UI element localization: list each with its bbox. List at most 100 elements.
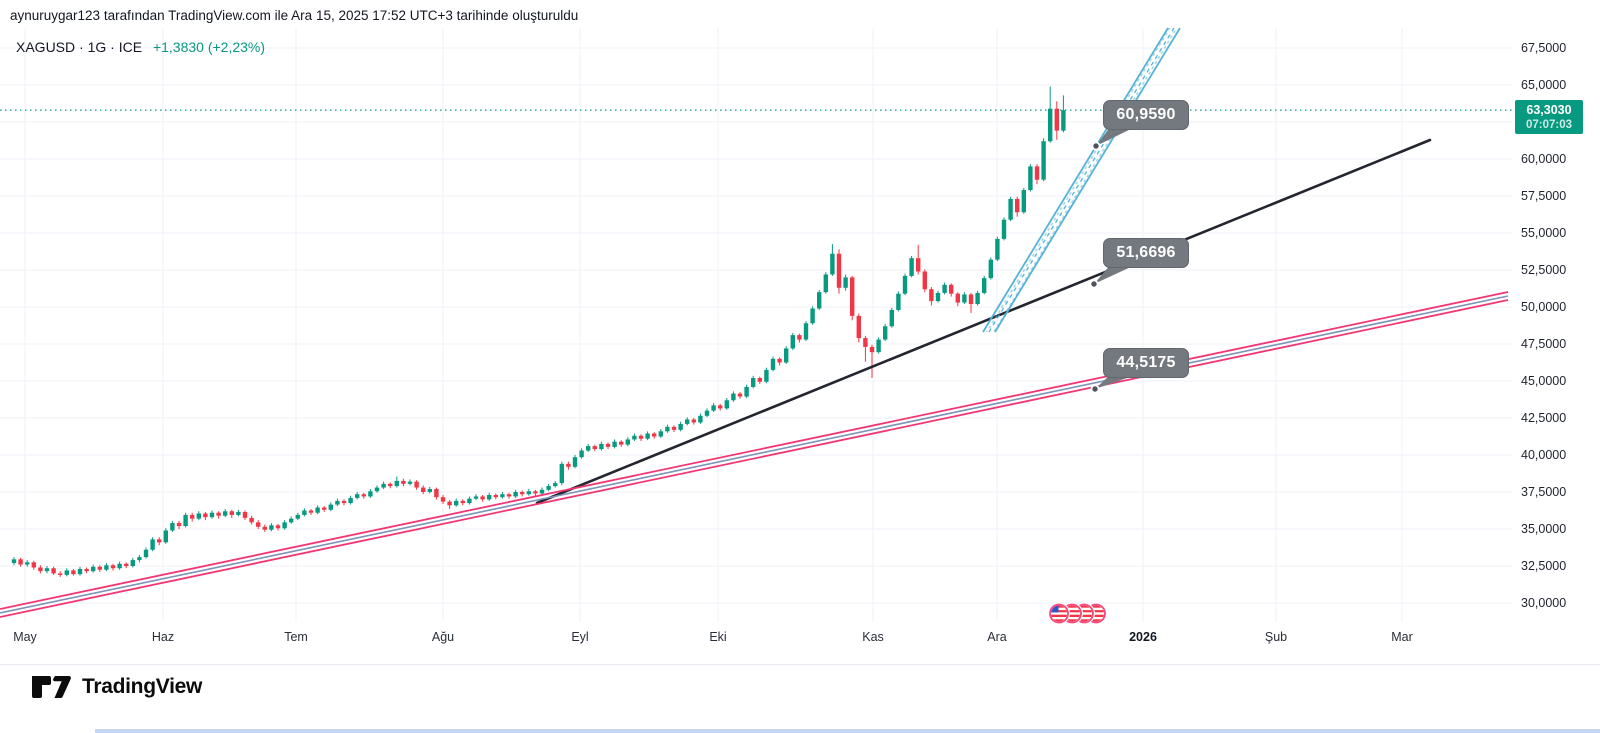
candle-up: [1028, 166, 1033, 191]
ascending-channel-fill[interactable]: [983, 28, 1180, 332]
candle-down: [916, 258, 921, 272]
flag-disc: [1076, 605, 1092, 622]
candle-down: [341, 500, 347, 504]
tradingview-logo-text: TradingView: [82, 675, 203, 698]
pink-parallel-line-lower[interactable]: [0, 299, 1509, 618]
symbol-legend[interactable]: XAGUSD · 1G · ICE +1,3830 (+2,23%): [16, 39, 265, 55]
candle-up: [183, 514, 188, 527]
x-axis-label: Kas: [862, 630, 884, 644]
candle-up: [473, 496, 479, 499]
y-axis-label: 55,0000: [1521, 226, 1567, 240]
ascending-channel-border-right[interactable]: [994, 27, 1181, 333]
candle-down: [124, 563, 129, 566]
candle-up: [25, 562, 30, 565]
y-axis-label: 37,5000: [1521, 485, 1567, 499]
candle-down: [777, 358, 782, 363]
y-axis-label: 52,5000: [1521, 263, 1567, 277]
candle-up: [764, 369, 769, 382]
candle-up: [64, 570, 69, 575]
candle-down: [493, 494, 498, 498]
candle-down: [447, 501, 452, 506]
candle-down: [863, 338, 868, 347]
symbol-title[interactable]: XAGUSD: [16, 39, 76, 55]
candle-down: [1015, 198, 1020, 213]
candle-down: [480, 496, 485, 500]
candle-up: [315, 507, 320, 513]
candle-down: [414, 481, 419, 488]
candle-up: [975, 292, 980, 305]
ascending-channel-border-left[interactable]: [982, 27, 1169, 333]
candle-down: [955, 293, 960, 303]
black-trendline[interactable]: [535, 138, 1432, 505]
candle-up: [817, 292, 822, 309]
candle-up: [196, 513, 201, 519]
candle-up: [539, 489, 545, 494]
candle-down: [922, 271, 927, 290]
candle-down: [110, 565, 116, 569]
callout-anchor-dot[interactable]: [1090, 384, 1100, 394]
y-axis-label: 47,5000: [1521, 337, 1567, 351]
candle-up: [724, 400, 729, 409]
price-callout[interactable]: 60,9590: [1103, 100, 1189, 130]
candle-down: [157, 539, 162, 543]
price-scale[interactable]: 67,5000 65,0000 60,0000 57,5000 55,0000 52,50…: [1512, 28, 1600, 622]
candle-up: [44, 568, 50, 572]
us-flag-calendar-icon[interactable]: [1046, 601, 1108, 626]
pink-parallel-line-middle[interactable]: [0, 295, 1509, 614]
candle-down: [229, 511, 234, 515]
candle-up: [559, 463, 564, 484]
y-axis-label: 50,0000: [1521, 300, 1567, 314]
candle-up: [355, 494, 360, 498]
candle-down: [1054, 108, 1059, 131]
interval-label[interactable]: 1G: [87, 39, 107, 55]
candle-down: [1034, 166, 1040, 180]
candle-up: [942, 284, 947, 293]
candle-up: [658, 431, 663, 437]
candle-down: [949, 284, 954, 294]
candle-up: [704, 410, 710, 416]
candle-up: [143, 549, 149, 558]
candle-up: [209, 512, 215, 518]
candle-up: [289, 518, 294, 523]
x-axis-label: Ara: [987, 630, 1007, 644]
candle-down: [249, 517, 254, 523]
candle-down: [275, 525, 281, 529]
pink-parallel-line-upper[interactable]: [0, 291, 1509, 610]
candle-up: [223, 511, 228, 516]
candle-up: [830, 253, 835, 275]
exchange-label[interactable]: ICE: [118, 39, 143, 55]
candle-down: [836, 253, 842, 288]
legend-separator: ·: [79, 39, 84, 55]
time-scale[interactable]: May Haz Tem Ağu Eyl Eki Kas Ara 2026 Şub Mar: [0, 628, 1512, 650]
candle-down: [97, 566, 102, 570]
candle-up: [77, 568, 83, 575]
callout-anchor-dot[interactable]: [1089, 279, 1099, 289]
candle-down: [592, 446, 597, 450]
candle-down: [968, 294, 974, 305]
candle-up: [381, 483, 386, 488]
candle-up: [770, 358, 776, 370]
candle-up: [843, 277, 848, 288]
candle-down: [242, 511, 248, 518]
candle-up: [104, 565, 109, 570]
callout-anchor-dot[interactable]: [1091, 141, 1101, 151]
attribution-bar: aynuruygar123 tarafından TradingView.com…: [10, 8, 578, 23]
candle-up: [744, 386, 749, 397]
y-axis-label: 45,0000: [1521, 374, 1567, 388]
candle-up: [526, 491, 531, 495]
candle-up: [889, 309, 894, 327]
candle-up: [302, 510, 307, 515]
candle-down: [929, 289, 934, 302]
candle-up: [513, 492, 518, 497]
candle-up: [407, 481, 413, 484]
tradingview-logo[interactable]: TradingView: [30, 673, 202, 701]
candle-down: [361, 494, 366, 497]
y-axis-label: 67,5000: [1521, 41, 1567, 55]
candle-up: [803, 323, 809, 340]
price-callout[interactable]: 51,6696: [1103, 238, 1189, 268]
flag-disc: [1051, 605, 1067, 622]
price-callout[interactable]: 44,5175: [1103, 348, 1189, 378]
candle-up: [553, 483, 558, 487]
